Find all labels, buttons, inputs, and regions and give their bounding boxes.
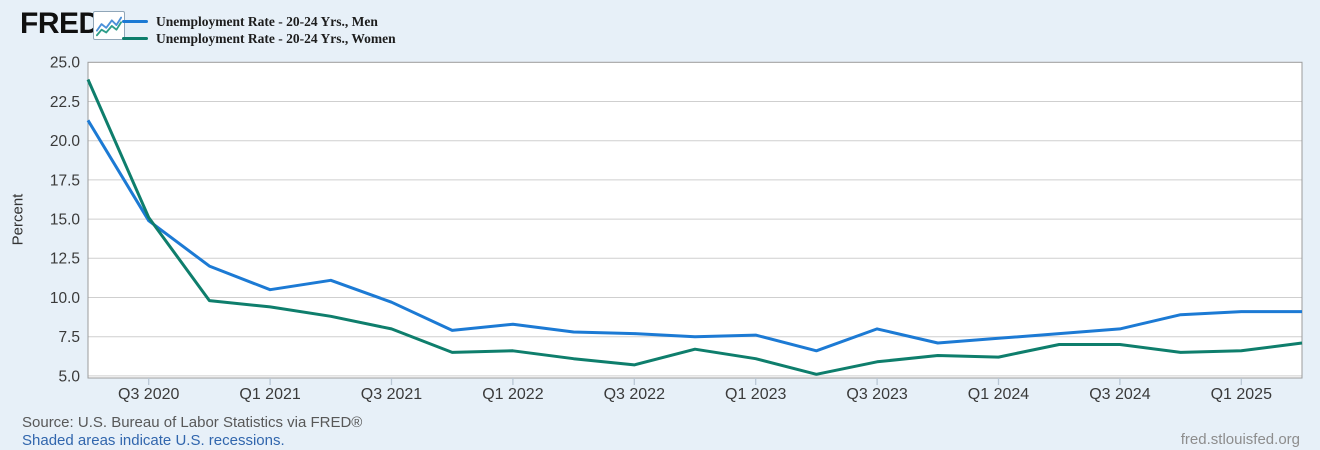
y-tick-label: 5.0 <box>58 368 80 385</box>
y-tick-label: 22.5 <box>50 94 80 111</box>
y-tick-label: 7.5 <box>58 329 80 346</box>
x-tick-label: Q1 2022 <box>482 386 543 403</box>
legend-item-women: Unemployment Rate - 20-24 Yrs., Women <box>122 30 396 47</box>
source-note: Source: U.S. Bureau of Labor Statistics … <box>22 414 363 431</box>
legend: Unemployment Rate - 20-24 Yrs., Men Unem… <box>122 13 396 47</box>
x-tick-label: Q1 2021 <box>239 386 300 403</box>
site-url[interactable]: fred.stlouisfed.org <box>1180 431 1300 448</box>
plot-background <box>88 62 1302 379</box>
plot-border <box>87 61 1303 379</box>
legend-label-women: Unemployment Rate - 20-24 Yrs., Women <box>156 31 396 46</box>
x-tick-label: Q3 2024 <box>1089 386 1150 403</box>
recessions-link[interactable]: Shaded areas indicate U.S. recessions. <box>22 432 285 449</box>
y-tick-label: 20.0 <box>50 133 81 150</box>
y-tick-label: 17.5 <box>50 172 80 189</box>
fred-logo-text: FRED <box>20 7 100 40</box>
legend-swatch-women <box>122 37 148 40</box>
x-tick-label: Q1 2025 <box>1211 386 1272 403</box>
chart-line-women[interactable] <box>86 78 1303 376</box>
fred-sparkline-icon <box>93 11 125 40</box>
y-tick-label: 15.0 <box>50 212 81 229</box>
x-tick-label: Q3 2023 <box>846 386 907 403</box>
x-tick-label: Q1 2023 <box>725 386 786 403</box>
x-tick-label: Q3 2022 <box>604 386 665 403</box>
y-tick-label: 25.0 <box>50 55 81 72</box>
y-tick-label: 12.5 <box>50 251 80 268</box>
x-tick-label: Q1 2024 <box>968 386 1029 403</box>
x-tick-label: Q3 2020 <box>118 386 179 403</box>
legend-item-men: Unemployment Rate - 20-24 Yrs., Men <box>122 13 396 30</box>
legend-label-men: Unemployment Rate - 20-24 Yrs., Men <box>156 14 378 29</box>
y-tick-label: 10.0 <box>50 290 81 307</box>
chart-line-men[interactable] <box>86 119 1302 353</box>
legend-swatch-men <box>122 20 148 23</box>
x-tick-label: Q3 2021 <box>361 386 422 403</box>
